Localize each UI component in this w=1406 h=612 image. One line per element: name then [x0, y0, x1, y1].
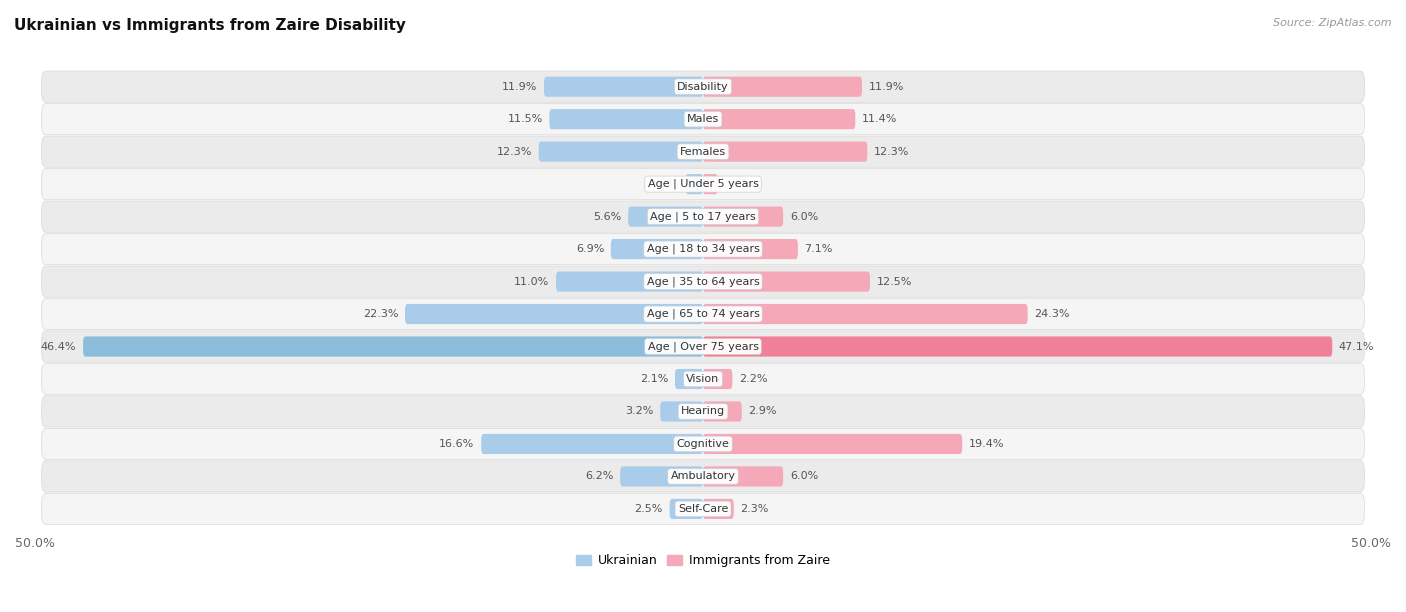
- Text: Age | Over 75 years: Age | Over 75 years: [648, 341, 758, 352]
- Text: 5.6%: 5.6%: [593, 212, 621, 222]
- Text: 2.1%: 2.1%: [640, 374, 668, 384]
- Text: 47.1%: 47.1%: [1339, 341, 1375, 351]
- Text: Males: Males: [688, 114, 718, 124]
- FancyBboxPatch shape: [610, 239, 703, 259]
- Text: Vision: Vision: [686, 374, 720, 384]
- Text: 1.1%: 1.1%: [724, 179, 752, 189]
- FancyBboxPatch shape: [661, 401, 703, 422]
- FancyBboxPatch shape: [42, 234, 1364, 264]
- Text: 12.3%: 12.3%: [875, 147, 910, 157]
- Text: Self-Care: Self-Care: [678, 504, 728, 514]
- Text: 6.2%: 6.2%: [585, 471, 613, 482]
- Text: 11.5%: 11.5%: [508, 114, 543, 124]
- Text: Age | 18 to 34 years: Age | 18 to 34 years: [647, 244, 759, 255]
- Text: Disability: Disability: [678, 81, 728, 92]
- FancyBboxPatch shape: [703, 499, 734, 519]
- Text: Cognitive: Cognitive: [676, 439, 730, 449]
- FancyBboxPatch shape: [481, 434, 703, 454]
- Text: Age | Under 5 years: Age | Under 5 years: [648, 179, 758, 189]
- FancyBboxPatch shape: [544, 76, 703, 97]
- FancyBboxPatch shape: [703, 76, 862, 97]
- FancyBboxPatch shape: [405, 304, 703, 324]
- FancyBboxPatch shape: [550, 109, 703, 129]
- FancyBboxPatch shape: [703, 434, 962, 454]
- FancyBboxPatch shape: [538, 141, 703, 162]
- FancyBboxPatch shape: [42, 136, 1364, 167]
- Text: Hearing: Hearing: [681, 406, 725, 417]
- FancyBboxPatch shape: [42, 266, 1364, 297]
- FancyBboxPatch shape: [686, 174, 703, 194]
- Text: 2.9%: 2.9%: [748, 406, 778, 417]
- FancyBboxPatch shape: [703, 304, 1028, 324]
- Text: 3.2%: 3.2%: [626, 406, 654, 417]
- Text: Age | 35 to 64 years: Age | 35 to 64 years: [647, 276, 759, 287]
- FancyBboxPatch shape: [703, 174, 717, 194]
- FancyBboxPatch shape: [675, 369, 703, 389]
- FancyBboxPatch shape: [555, 272, 703, 292]
- Text: Ambulatory: Ambulatory: [671, 471, 735, 482]
- FancyBboxPatch shape: [42, 331, 1364, 362]
- Text: 24.3%: 24.3%: [1035, 309, 1070, 319]
- FancyBboxPatch shape: [703, 466, 783, 487]
- Text: Age | 65 to 74 years: Age | 65 to 74 years: [647, 309, 759, 319]
- Text: 11.0%: 11.0%: [515, 277, 550, 286]
- FancyBboxPatch shape: [703, 272, 870, 292]
- Text: 22.3%: 22.3%: [363, 309, 398, 319]
- FancyBboxPatch shape: [703, 206, 783, 226]
- Text: 12.5%: 12.5%: [877, 277, 912, 286]
- FancyBboxPatch shape: [42, 299, 1364, 330]
- FancyBboxPatch shape: [42, 103, 1364, 135]
- Text: 2.5%: 2.5%: [634, 504, 662, 514]
- Text: 1.3%: 1.3%: [651, 179, 679, 189]
- FancyBboxPatch shape: [703, 401, 742, 422]
- FancyBboxPatch shape: [42, 364, 1364, 395]
- Text: 16.6%: 16.6%: [439, 439, 475, 449]
- Text: Females: Females: [681, 147, 725, 157]
- Text: 6.0%: 6.0%: [790, 471, 818, 482]
- FancyBboxPatch shape: [703, 337, 1333, 357]
- Text: 6.0%: 6.0%: [790, 212, 818, 222]
- FancyBboxPatch shape: [703, 239, 797, 259]
- Text: 2.3%: 2.3%: [741, 504, 769, 514]
- FancyBboxPatch shape: [703, 141, 868, 162]
- Text: Age | 5 to 17 years: Age | 5 to 17 years: [650, 211, 756, 222]
- Text: Ukrainian vs Immigrants from Zaire Disability: Ukrainian vs Immigrants from Zaire Disab…: [14, 18, 406, 34]
- FancyBboxPatch shape: [42, 396, 1364, 427]
- Legend: Ukrainian, Immigrants from Zaire: Ukrainian, Immigrants from Zaire: [571, 549, 835, 572]
- FancyBboxPatch shape: [703, 109, 855, 129]
- Text: 11.9%: 11.9%: [502, 81, 537, 92]
- FancyBboxPatch shape: [669, 499, 703, 519]
- Text: 11.4%: 11.4%: [862, 114, 897, 124]
- Text: Source: ZipAtlas.com: Source: ZipAtlas.com: [1274, 18, 1392, 28]
- FancyBboxPatch shape: [42, 461, 1364, 492]
- FancyBboxPatch shape: [703, 369, 733, 389]
- Text: 2.2%: 2.2%: [740, 374, 768, 384]
- FancyBboxPatch shape: [42, 493, 1364, 524]
- FancyBboxPatch shape: [620, 466, 703, 487]
- Text: 7.1%: 7.1%: [804, 244, 832, 254]
- Text: 19.4%: 19.4%: [969, 439, 1004, 449]
- FancyBboxPatch shape: [42, 71, 1364, 102]
- FancyBboxPatch shape: [42, 201, 1364, 232]
- Text: 11.9%: 11.9%: [869, 81, 904, 92]
- Text: 6.9%: 6.9%: [576, 244, 605, 254]
- Text: 12.3%: 12.3%: [496, 147, 531, 157]
- FancyBboxPatch shape: [42, 168, 1364, 200]
- FancyBboxPatch shape: [83, 337, 703, 357]
- FancyBboxPatch shape: [628, 206, 703, 226]
- FancyBboxPatch shape: [42, 428, 1364, 460]
- Text: 46.4%: 46.4%: [41, 341, 76, 351]
